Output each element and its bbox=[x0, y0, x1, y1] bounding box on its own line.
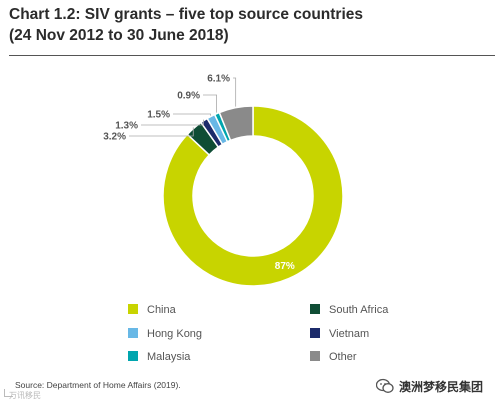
chart-title-line-1: Chart 1.2: SIV grants – five top source … bbox=[9, 6, 364, 23]
legend-label-hong-kong: Hong Kong bbox=[147, 328, 202, 340]
data-label-hong-kong: 1.5% bbox=[147, 110, 170, 121]
leader-line-malaysia bbox=[203, 94, 217, 113]
legend-swatch-china bbox=[128, 304, 138, 314]
leader-line-south-africa bbox=[129, 127, 194, 137]
watermark-right: 澳洲梦移民集团 bbox=[376, 376, 500, 396]
chat-bubble-icon bbox=[376, 378, 394, 393]
chart-title-line-2: (24 Nov 2012 to 30 June 2018) bbox=[9, 27, 229, 44]
legend-label-vietnam: Vietnam bbox=[329, 328, 369, 340]
legend-label-south-africa: South Africa bbox=[329, 304, 389, 316]
watermark-right-text: 澳洲梦移民集团 bbox=[399, 379, 484, 394]
legend-label-other: Other bbox=[329, 351, 357, 363]
leader-line-hong-kong bbox=[173, 113, 211, 116]
leader-line-other bbox=[233, 77, 237, 107]
legend-swatch-vietnam bbox=[310, 328, 320, 338]
data-label-vietnam: 1.3% bbox=[115, 121, 138, 132]
legend-swatch-other bbox=[310, 351, 320, 361]
slice-china bbox=[162, 105, 344, 287]
watermark-left: 万讯移民 bbox=[9, 391, 41, 400]
title-divider bbox=[9, 55, 495, 56]
legend-swatch-malaysia bbox=[128, 351, 138, 361]
leader-line-vietnam bbox=[141, 119, 204, 126]
data-label-other: 6.1% bbox=[207, 74, 230, 85]
slice-other bbox=[218, 105, 254, 142]
data-label-china: 87% bbox=[275, 261, 295, 272]
legend-swatch-south-africa bbox=[310, 304, 320, 314]
data-label-malaysia: 0.9% bbox=[177, 91, 200, 102]
source-leader-line bbox=[4, 389, 13, 397]
source-note: Source: Department of Home Affairs (2019… bbox=[15, 380, 181, 390]
data-label-south-africa: 3.2% bbox=[103, 132, 126, 143]
legend-label-china: China bbox=[147, 304, 177, 316]
legend-swatch-hong-kong bbox=[128, 328, 138, 338]
legend-label-malaysia: Malaysia bbox=[147, 351, 191, 363]
